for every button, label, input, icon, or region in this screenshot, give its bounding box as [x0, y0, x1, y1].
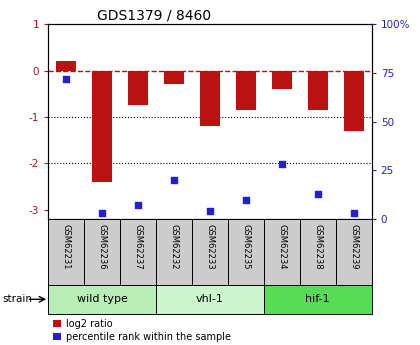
Point — [350, 210, 357, 216]
Bar — [164, 71, 184, 85]
Bar — [48, 285, 156, 314]
Text: wild type: wild type — [77, 294, 128, 304]
Point — [278, 162, 285, 167]
Bar — [264, 219, 300, 285]
Bar — [272, 71, 292, 89]
Point — [63, 76, 70, 81]
Text: GSM62235: GSM62235 — [241, 224, 250, 270]
Bar — [300, 219, 336, 285]
Point — [315, 191, 321, 197]
Text: vhl-1: vhl-1 — [196, 294, 224, 304]
Bar — [120, 219, 156, 285]
Text: GDS1379 / 8460: GDS1379 / 8460 — [97, 9, 211, 23]
Text: GSM62234: GSM62234 — [277, 224, 286, 270]
Bar — [200, 71, 220, 126]
Bar — [156, 285, 264, 314]
Text: GSM62237: GSM62237 — [134, 224, 143, 270]
Point — [243, 197, 249, 202]
Legend: log2 ratio, percentile rank within the sample: log2 ratio, percentile rank within the s… — [53, 319, 231, 342]
Text: GSM62233: GSM62233 — [205, 224, 215, 270]
Bar — [92, 71, 112, 182]
Text: GSM62236: GSM62236 — [98, 224, 107, 270]
Text: GSM62232: GSM62232 — [170, 224, 178, 270]
Text: GSM62231: GSM62231 — [62, 224, 71, 270]
Bar — [308, 71, 328, 110]
Bar — [228, 219, 264, 285]
Bar — [192, 219, 228, 285]
Bar — [336, 219, 372, 285]
Point — [171, 177, 177, 183]
Point — [99, 210, 105, 216]
Bar — [128, 71, 148, 105]
Bar — [84, 219, 120, 285]
Bar — [56, 61, 76, 71]
Bar — [236, 71, 256, 110]
Text: hif-1: hif-1 — [305, 294, 330, 304]
Bar — [156, 219, 192, 285]
Text: GSM62238: GSM62238 — [313, 224, 322, 270]
Bar — [344, 71, 364, 131]
Point — [135, 203, 142, 208]
Bar — [48, 219, 84, 285]
Text: strain: strain — [2, 294, 32, 304]
Bar — [264, 285, 372, 314]
Point — [207, 208, 213, 214]
Text: GSM62239: GSM62239 — [349, 224, 358, 270]
